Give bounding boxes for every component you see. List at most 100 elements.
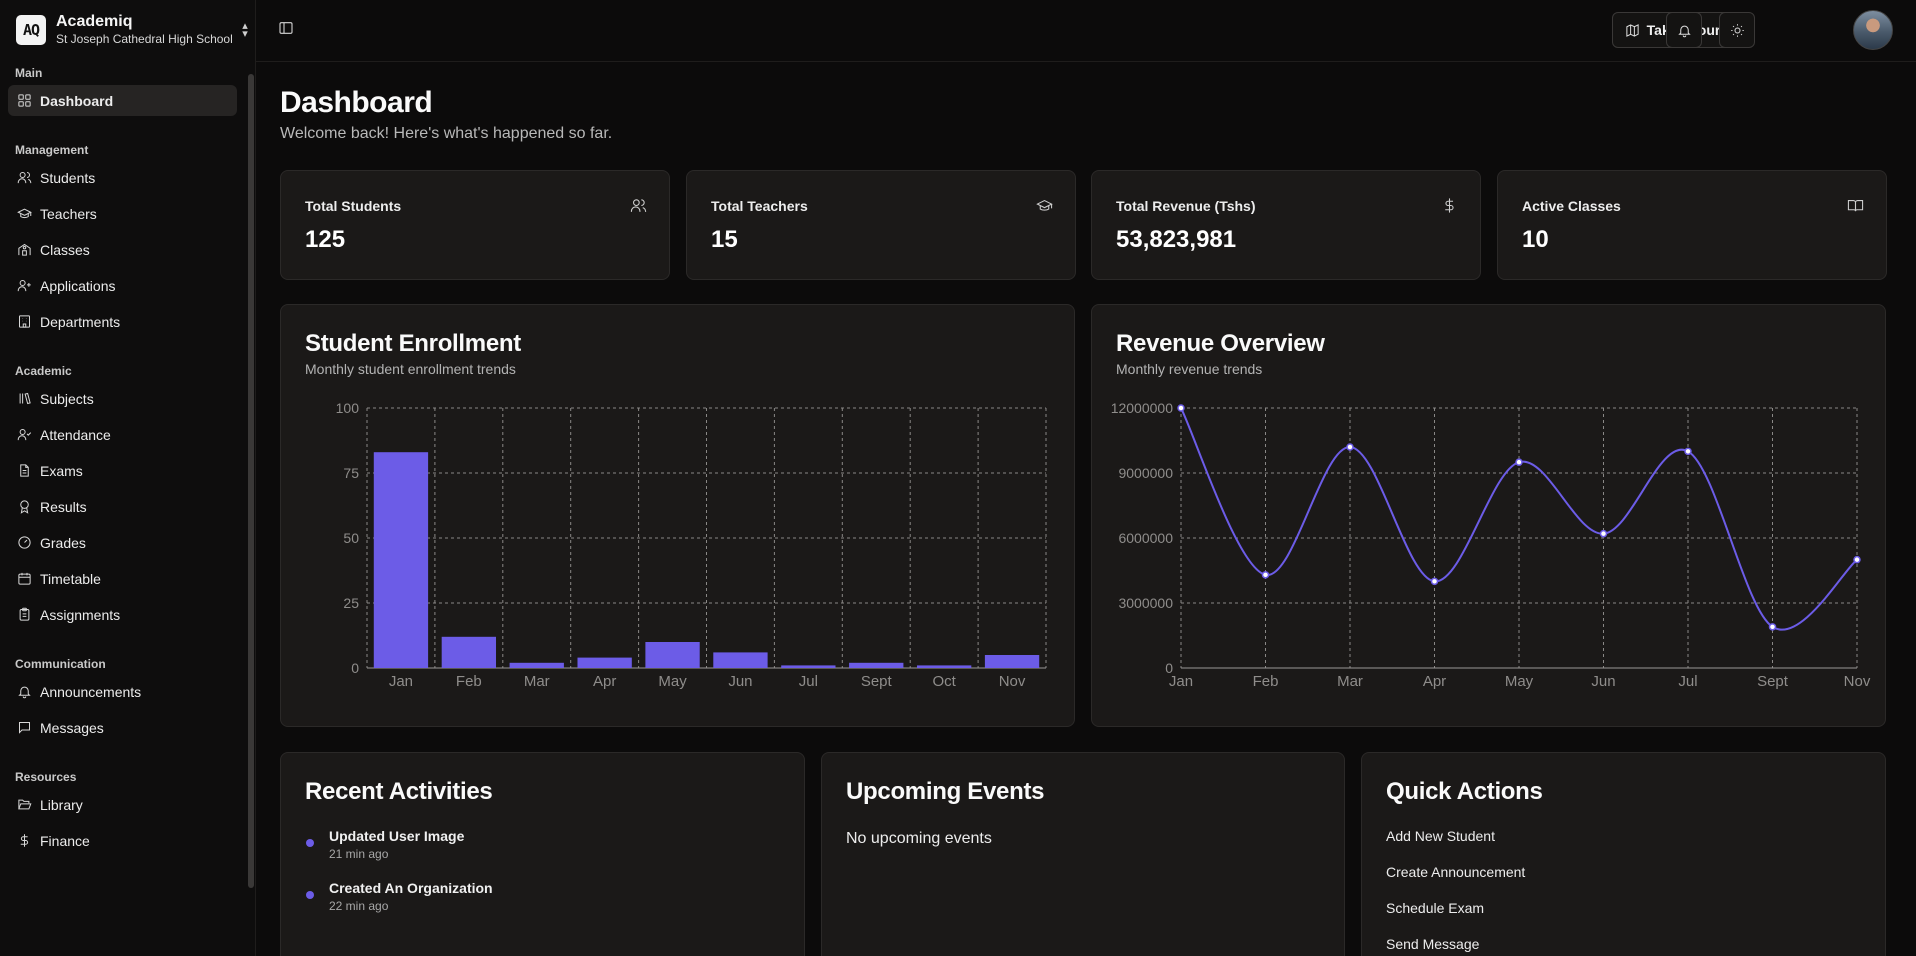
x-tick-label: Feb xyxy=(1253,673,1279,690)
sidebar-scrollbar[interactable] xyxy=(248,74,254,888)
user-avatar[interactable] xyxy=(1853,10,1893,50)
map-icon xyxy=(1626,23,1639,37)
enrollment-title: Student Enrollment xyxy=(305,330,521,357)
layout-grid-icon xyxy=(17,94,31,107)
layout-grid-icon xyxy=(16,93,32,109)
quick-action-create-announcement[interactable]: Create Announcement xyxy=(1386,864,1526,880)
upcoming-events-card: Upcoming Events No upcoming events xyxy=(821,752,1345,956)
revenue-title: Revenue Overview xyxy=(1116,330,1325,357)
file-text-icon xyxy=(19,464,29,477)
sidebar-toggle-button[interactable] xyxy=(278,20,296,38)
theme-toggle-button[interactable] xyxy=(1719,12,1755,48)
sidebar-item-label: Announcements xyxy=(40,683,142,700)
point-jun[interactable] xyxy=(1599,529,1608,538)
x-tick-label: Jul xyxy=(1678,673,1697,690)
x-tick-label: Jan xyxy=(1169,673,1193,690)
sidebar-item-messages[interactable]: Messages xyxy=(8,712,237,743)
sidebar-item-label: Dashboard xyxy=(40,92,114,109)
file-text-icon xyxy=(16,463,32,479)
sidebar-item-applications[interactable]: Applications xyxy=(8,270,237,301)
graduation-cap-icon xyxy=(1036,199,1053,211)
sidebar-item-subjects[interactable]: Subjects xyxy=(8,383,237,414)
sidebar-item-library[interactable]: Library xyxy=(8,789,237,820)
point-sept[interactable] xyxy=(1768,623,1777,631)
bar-jun[interactable] xyxy=(713,652,768,668)
x-tick-label: Jun xyxy=(728,673,752,690)
point-mar[interactable] xyxy=(1346,443,1354,451)
sidebar-item-label: Timetable xyxy=(40,570,101,587)
book-open-icon xyxy=(1847,197,1864,214)
quick-action-add-student[interactable]: Add New Student xyxy=(1386,828,1495,844)
point-jul[interactable] xyxy=(1684,447,1692,456)
folder-open-icon xyxy=(17,799,31,810)
dollar-icon xyxy=(1445,198,1454,213)
stat-value: 125 xyxy=(305,226,346,253)
award-icon xyxy=(16,499,32,515)
sidebar-item-dashboard[interactable]: Dashboard xyxy=(8,85,237,116)
x-tick-label: Jun xyxy=(1591,673,1615,690)
x-tick-label: Nov xyxy=(999,673,1026,690)
school-icon xyxy=(16,242,32,258)
org-switcher[interactable]: AQ Academiq St Joseph Cathedral High Sch… xyxy=(16,12,252,48)
stat-label: Total Students xyxy=(305,198,402,214)
point-may[interactable] xyxy=(1515,458,1523,466)
sidebar-item-students[interactable]: Students xyxy=(8,162,237,193)
award-icon xyxy=(19,500,29,514)
sidebar-item-results[interactable]: Results xyxy=(8,491,237,522)
school-icon xyxy=(17,243,31,256)
bar-feb[interactable] xyxy=(441,636,497,668)
quick-action-schedule-exam[interactable]: Schedule Exam xyxy=(1386,900,1485,916)
bell-icon xyxy=(16,684,32,700)
sidebar-item-departments[interactable]: Departments xyxy=(8,306,237,337)
bar-apr[interactable] xyxy=(577,657,632,668)
sidebar-item-label: Departments xyxy=(40,313,121,330)
bar-may[interactable] xyxy=(645,642,700,668)
bar-oct[interactable] xyxy=(916,665,972,668)
x-tick-label: Jul xyxy=(799,673,818,690)
bar-jan[interactable] xyxy=(373,452,429,668)
notifications-button[interactable] xyxy=(1666,12,1702,48)
x-tick-label: Sept xyxy=(1757,673,1789,690)
stat-card: Active Classes 10 xyxy=(1497,170,1887,280)
sidebar-group-label: Main xyxy=(15,66,43,80)
revenue-series-line xyxy=(1180,407,1858,631)
page-subtitle: Welcome back! Here's what's happened so … xyxy=(280,125,613,142)
point-apr[interactable] xyxy=(1430,577,1439,586)
bar-nov[interactable] xyxy=(984,655,1040,668)
sidebar-group-label: Resources xyxy=(15,770,77,784)
x-tick-label: Apr xyxy=(593,673,616,690)
sidebar-item-teachers[interactable]: Teachers xyxy=(8,198,237,229)
y-tick-label: 50 xyxy=(343,530,359,546)
point-nov[interactable] xyxy=(1853,555,1861,564)
building-icon xyxy=(16,314,32,330)
bar-mar[interactable] xyxy=(509,662,564,668)
sidebar-item-exams[interactable]: Exams xyxy=(8,455,237,486)
calendar-icon xyxy=(16,571,32,587)
stat-value: 15 xyxy=(711,226,738,253)
bar-sept[interactable] xyxy=(849,662,904,668)
activity-dot xyxy=(306,891,314,899)
sidebar-item-label: Subjects xyxy=(40,390,94,407)
stat-card: Total Revenue (Tshs) 53,823,981 xyxy=(1091,170,1481,280)
sidebar-item-finance[interactable]: Finance xyxy=(8,825,237,856)
sun-icon xyxy=(1730,23,1744,37)
sidebar-item-attendance[interactable]: Attendance xyxy=(8,419,237,450)
point-jan[interactable] xyxy=(1177,404,1185,412)
activities-title: Recent Activities xyxy=(305,778,493,805)
sidebar-item-classes[interactable]: Classes xyxy=(8,234,237,265)
activity-title: Created An Organization xyxy=(329,880,493,896)
sidebar-item-grades[interactable]: Grades xyxy=(8,527,237,558)
sidebar-item-assignments[interactable]: Assignments xyxy=(8,599,237,630)
x-tick-label: May xyxy=(1505,673,1534,690)
point-feb[interactable] xyxy=(1261,571,1270,579)
quick-action-send-message[interactable]: Send Message xyxy=(1386,936,1480,952)
sidebar-item-announcements[interactable]: Announcements xyxy=(8,676,237,707)
sidebar-item-label: Messages xyxy=(40,719,104,736)
bar-jul[interactable] xyxy=(781,665,836,668)
user-plus-icon xyxy=(17,280,31,292)
graduation-cap-icon xyxy=(16,206,32,222)
sidebar-item-timetable[interactable]: Timetable xyxy=(8,563,237,594)
sidebar: AQ Academiq St Joseph Cathedral High Sch… xyxy=(0,0,256,956)
school-name: St Joseph Cathedral High School xyxy=(56,32,233,46)
